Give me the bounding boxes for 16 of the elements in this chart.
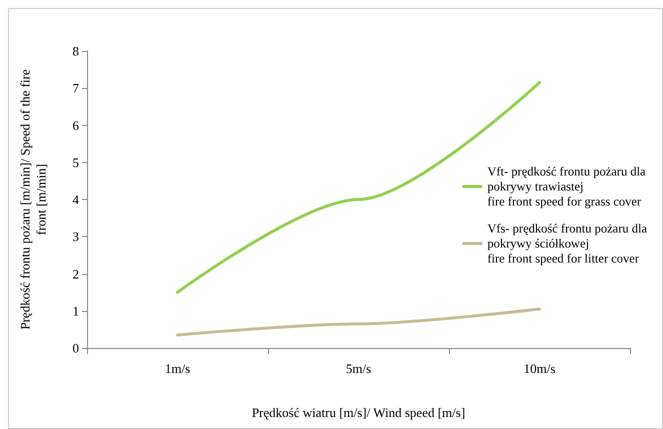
x-axis-title: Prędkość wiatru [m/s]/ Wind speed [m/s] [252, 405, 466, 420]
legend-label: Vft- prędkość frontu pożaru dla pokrywy trawiastej fire front speed for grass cover [487, 164, 646, 208]
y-axis-title: Prędkość frontu pożaru [m/min]/ Speed of the fire front [m/min] [18, 69, 48, 330]
y-tick-label: 8 [72, 44, 79, 58]
legend-label: Vfs- prędkość frontu pożaru dla pokrywy ściółkowej fire front speed for litter cover [487, 222, 648, 266]
y-tick-label: 3 [72, 229, 79, 244]
y-tick-label: 2 [72, 266, 79, 282]
y-tick-label: 7 [72, 80, 80, 96]
x-tick-label: 5m/s [346, 361, 372, 376]
y-tick-label: 4 [72, 192, 80, 207]
y-tick-label: 0 [72, 340, 79, 356]
x-tick-label: 10m/s [524, 361, 556, 376]
y-tick-label: 5 [72, 154, 79, 170]
y-tick-label: 6 [72, 118, 80, 133]
y-tick-label: 1 [72, 303, 79, 318]
x-tick-label: 1m/s [164, 361, 190, 376]
